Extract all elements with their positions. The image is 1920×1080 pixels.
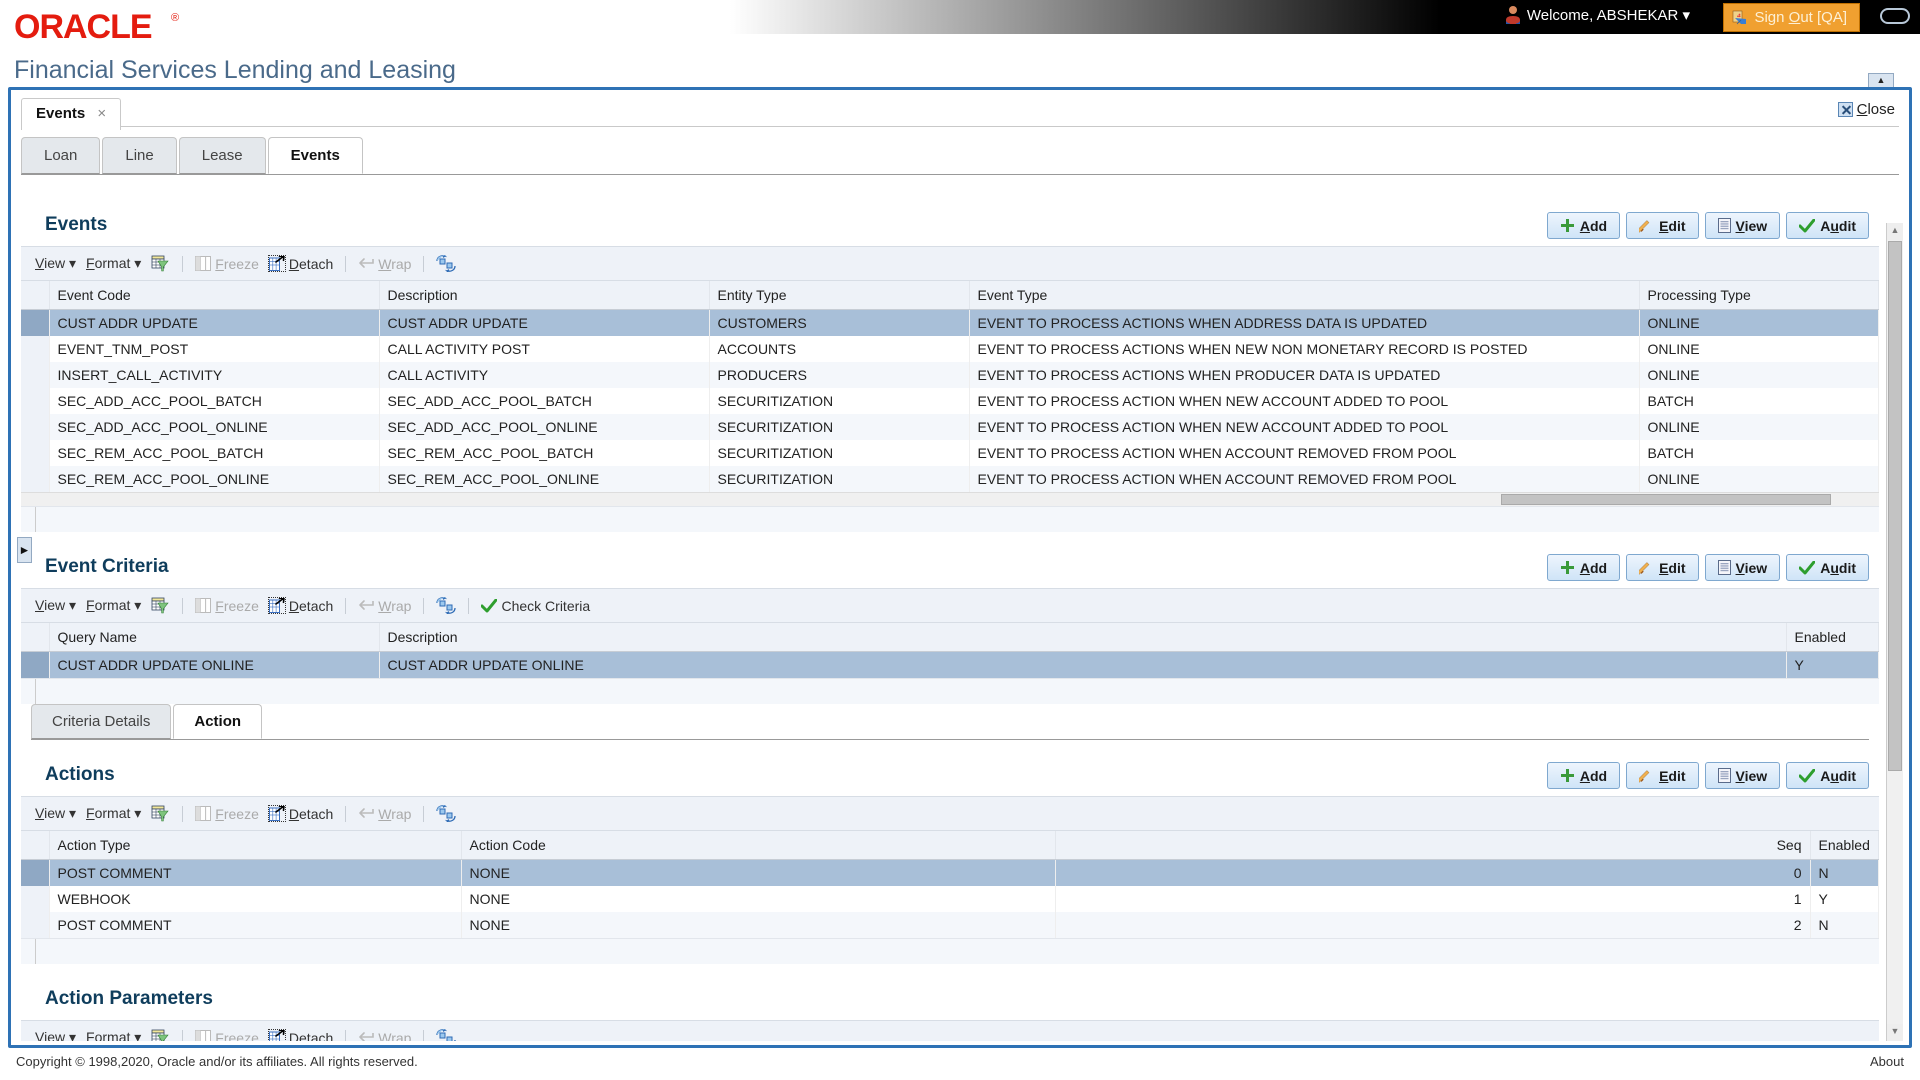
svg-text:ORACLE: ORACLE — [14, 8, 152, 46]
svg-text:®: ® — [171, 12, 179, 24]
